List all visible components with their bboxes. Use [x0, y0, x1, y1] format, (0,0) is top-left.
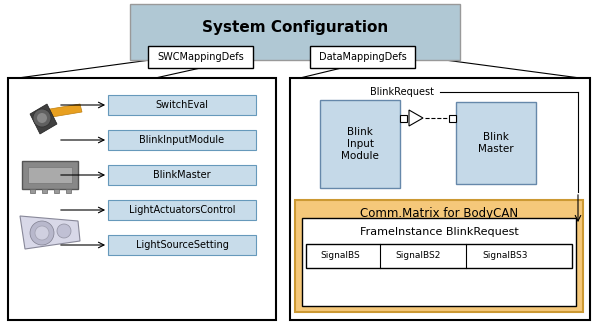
- Text: BlinkInputModule: BlinkInputModule: [140, 135, 224, 145]
- Bar: [108, 130, 256, 150]
- Bar: [290, 78, 590, 320]
- Circle shape: [30, 221, 54, 245]
- Bar: [54, 189, 59, 193]
- Bar: [108, 165, 256, 185]
- Text: SwitchEval: SwitchEval: [155, 100, 208, 110]
- Circle shape: [57, 224, 71, 238]
- Text: SignalBS2: SignalBS2: [395, 251, 441, 261]
- Bar: [30, 189, 35, 193]
- Text: SignalBS3: SignalBS3: [483, 251, 528, 261]
- Bar: [108, 95, 256, 115]
- Text: DataMappingDefs: DataMappingDefs: [319, 52, 407, 62]
- Text: System Configuration: System Configuration: [202, 20, 388, 35]
- Bar: [320, 100, 400, 188]
- Text: Comm.Matrix for BodyCAN: Comm.Matrix for BodyCAN: [360, 208, 518, 220]
- Ellipse shape: [22, 96, 82, 138]
- Text: LightSourceSetting: LightSourceSetting: [136, 240, 229, 250]
- Text: BlinkMaster: BlinkMaster: [153, 170, 211, 180]
- Text: SignalBS: SignalBS: [321, 251, 361, 261]
- Bar: [66, 189, 71, 193]
- Text: Blink
Master: Blink Master: [478, 132, 514, 154]
- Bar: [295, 200, 583, 312]
- Text: SWCMappingDefs: SWCMappingDefs: [157, 52, 244, 62]
- Bar: [130, 4, 460, 60]
- Circle shape: [37, 113, 47, 123]
- Bar: [108, 235, 256, 255]
- Bar: [22, 161, 78, 189]
- Bar: [449, 115, 456, 122]
- Bar: [306, 244, 572, 268]
- Bar: [8, 78, 276, 320]
- Polygon shape: [30, 104, 57, 134]
- Bar: [400, 115, 407, 122]
- Text: LightActuatorsControl: LightActuatorsControl: [129, 205, 235, 215]
- Bar: [28, 167, 72, 183]
- Bar: [456, 102, 536, 184]
- Text: BlinkRequest: BlinkRequest: [370, 87, 434, 97]
- Polygon shape: [20, 216, 80, 249]
- Bar: [302, 218, 576, 306]
- Text: FrameInstance BlinkRequest: FrameInstance BlinkRequest: [359, 227, 518, 237]
- Circle shape: [35, 226, 49, 240]
- Circle shape: [33, 109, 51, 127]
- Bar: [310, 46, 415, 68]
- Polygon shape: [409, 110, 423, 126]
- Bar: [108, 200, 256, 220]
- Polygon shape: [44, 104, 82, 118]
- Bar: [42, 189, 47, 193]
- Text: Blink
Input
Module: Blink Input Module: [341, 128, 379, 161]
- Bar: [148, 46, 253, 68]
